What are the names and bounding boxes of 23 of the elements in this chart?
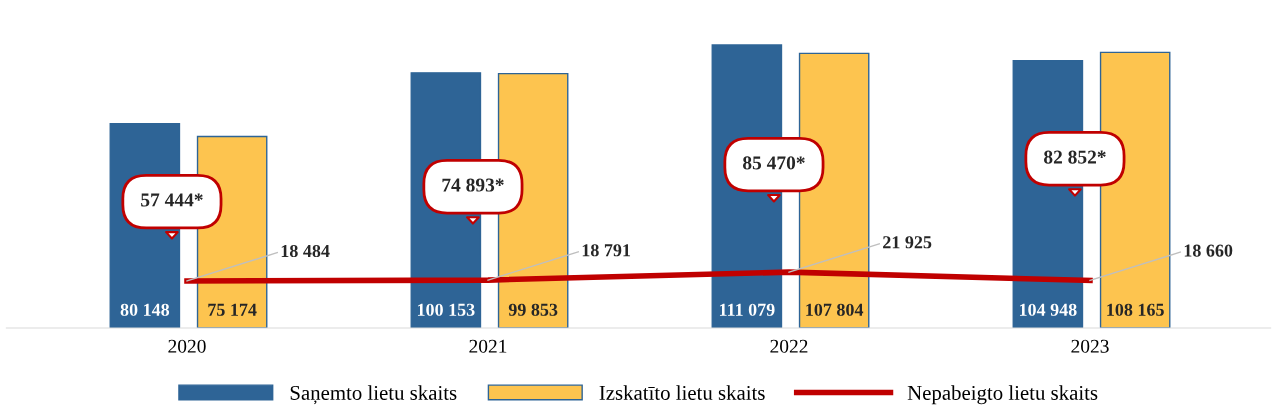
data-label: 100 153 — [417, 303, 475, 316]
data-label: 18 660 — [1184, 244, 1233, 257]
legend-label: Nepabeigto lietu skaits — [907, 385, 1098, 405]
x-tick-label: 2021 — [469, 339, 507, 353]
x-tick-label: 2020 — [168, 339, 206, 353]
legend-label: Izskatīto lietu skaits — [599, 385, 765, 400]
data-label: 99 853 — [508, 303, 558, 316]
x-tick-label: 2023 — [1071, 339, 1109, 353]
data-label: 104 948 — [1019, 303, 1077, 316]
data-label: 107 804 — [806, 303, 864, 316]
data-label: 21 925 — [883, 236, 932, 249]
data-label: 80 148 — [120, 303, 170, 316]
legend-label: Saņemto lietu skaits — [290, 385, 457, 405]
annotation: 82 852* — [1044, 150, 1106, 164]
annotation: 85 470* — [743, 156, 805, 170]
data-label: 18 484 — [281, 244, 330, 258]
data-label: 18 791 — [582, 244, 631, 257]
data-label: 75 174 — [208, 303, 257, 316]
annotation: 74 893* — [442, 178, 504, 192]
data-label: 108 165 — [1107, 303, 1164, 316]
annotation: 57 444* — [141, 193, 203, 207]
x-tick-label: 2022 — [770, 339, 808, 353]
data-label: 111 079 — [719, 303, 775, 316]
